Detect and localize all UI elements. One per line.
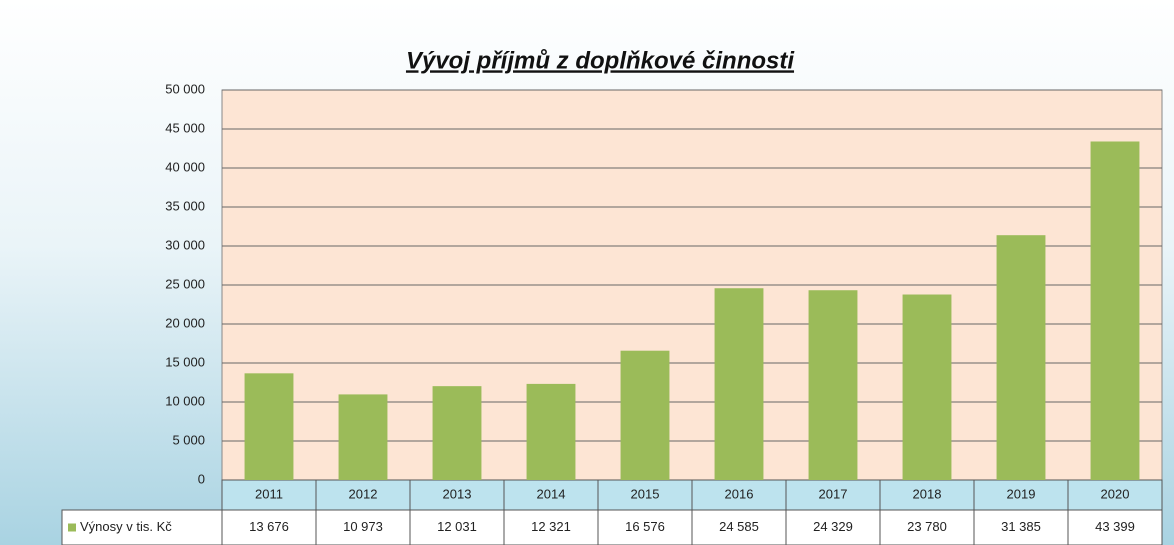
x-tick-label: 2016 xyxy=(725,486,754,501)
legend-label: Výnosy v tis. Kč xyxy=(80,519,172,534)
table-value-row xyxy=(61,509,1163,545)
y-tick-label: 30 000 xyxy=(165,237,205,252)
bar xyxy=(902,294,952,480)
data-table-value: 10 973 xyxy=(343,519,383,534)
bar xyxy=(808,290,858,480)
bar xyxy=(526,383,576,480)
data-table-value: 12 031 xyxy=(437,519,477,534)
y-tick-label: 20 000 xyxy=(165,315,205,330)
x-tick-label: 2020 xyxy=(1101,486,1130,501)
bar xyxy=(1090,141,1140,480)
data-table-value: 24 585 xyxy=(719,519,759,534)
x-tick-label: 2015 xyxy=(631,486,660,501)
y-tick-label: 0 xyxy=(198,471,205,486)
bar xyxy=(620,350,670,480)
y-tick-label: 50 000 xyxy=(165,81,205,96)
data-table-value: 16 576 xyxy=(625,519,665,534)
x-tick-label: 2011 xyxy=(255,486,283,501)
data-table-value: 23 780 xyxy=(907,519,947,534)
bar xyxy=(432,386,482,480)
x-tick-label: 2013 xyxy=(443,486,472,501)
y-tick-label: 35 000 xyxy=(165,198,205,213)
y-tick-label: 5 000 xyxy=(172,432,205,447)
x-tick-label: 2017 xyxy=(819,486,848,501)
data-table-value: 43 399 xyxy=(1095,519,1135,534)
x-tick-label: 2012 xyxy=(349,486,378,501)
data-table-value: 24 329 xyxy=(813,519,853,534)
y-tick-label: 25 000 xyxy=(165,276,205,291)
bar xyxy=(714,288,764,480)
bar xyxy=(244,373,294,480)
y-tick-label: 10 000 xyxy=(165,393,205,408)
chart-title: Vývoj příjmů z doplňkové činnosti xyxy=(406,47,795,74)
y-tick-label: 45 000 xyxy=(165,120,205,135)
bar xyxy=(996,235,1046,480)
x-tick-label: 2014 xyxy=(537,486,566,501)
x-tick-label: 2018 xyxy=(913,486,942,501)
y-tick-label: 15 000 xyxy=(165,354,205,369)
legend-key xyxy=(68,523,76,532)
data-table-value: 12 321 xyxy=(531,519,571,534)
data-table-value: 13 676 xyxy=(249,519,289,534)
data-table-value: 31 385 xyxy=(1001,519,1041,534)
bar xyxy=(338,394,388,480)
x-tick-label: 2019 xyxy=(1007,486,1036,501)
y-tick-label: 40 000 xyxy=(165,159,205,174)
